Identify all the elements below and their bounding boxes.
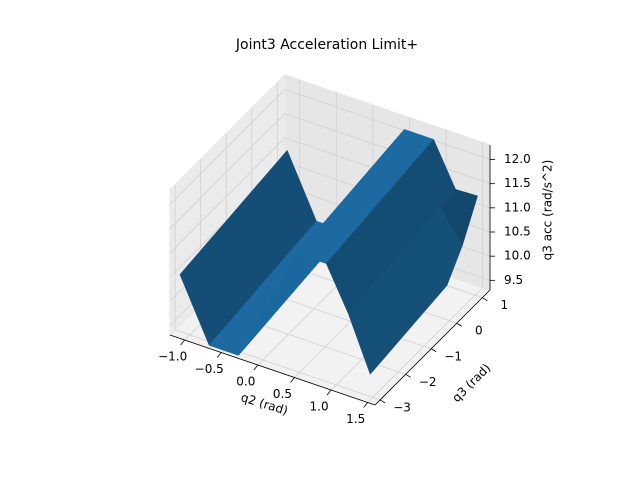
x-tick-label: 0.5 bbox=[273, 387, 292, 401]
x-tick-label: −0.5 bbox=[195, 362, 224, 376]
tick-mark bbox=[379, 399, 386, 404]
tick-mark bbox=[180, 339, 185, 346]
grid-line bbox=[367, 287, 483, 403]
y-tick-label: −3 bbox=[393, 400, 411, 414]
y-tick-label: 1 bbox=[501, 298, 509, 312]
tick-mark bbox=[326, 389, 332, 396]
y-axis-label: q3 (rad) bbox=[449, 361, 493, 405]
axis-line bbox=[374, 289, 491, 406]
chart-title: Joint3 Acceleration Limit+ bbox=[235, 37, 418, 53]
z-tick-label: 11.5 bbox=[504, 176, 531, 190]
grid-line bbox=[169, 113, 286, 229]
tick-mark bbox=[290, 377, 295, 383]
x-tick-label: −1.0 bbox=[158, 350, 187, 364]
z-tick-label: 12.0 bbox=[504, 152, 531, 166]
tick-mark bbox=[405, 373, 411, 378]
grid-line bbox=[169, 137, 286, 254]
tick-mark bbox=[456, 322, 462, 327]
y-tick-label: −2 bbox=[419, 375, 437, 389]
z-tick-label: 11.0 bbox=[504, 200, 531, 214]
tick-mark bbox=[363, 402, 368, 408]
axis-line bbox=[169, 334, 376, 406]
x-tick-label: 1.5 bbox=[346, 412, 365, 426]
tick-mark bbox=[482, 297, 488, 302]
tick-mark bbox=[253, 364, 259, 371]
y-tick-label: 0 bbox=[475, 324, 483, 338]
tick-mark bbox=[431, 348, 437, 353]
grid-line bbox=[284, 89, 491, 160]
z-axis-label: q3 acc (rad/s^2) bbox=[541, 160, 555, 261]
z-tick-label: 9.5 bbox=[504, 273, 523, 287]
grid-line bbox=[169, 89, 286, 205]
x-tick-label: 0.0 bbox=[236, 375, 255, 389]
tick-mark bbox=[216, 352, 222, 358]
z-tick-label: 10.5 bbox=[504, 225, 531, 239]
x-tick-label: 1.0 bbox=[310, 400, 329, 414]
z-tick-label: 10.0 bbox=[504, 249, 531, 263]
surface-patch bbox=[348, 295, 386, 375]
y-tick-label: −1 bbox=[444, 349, 462, 363]
